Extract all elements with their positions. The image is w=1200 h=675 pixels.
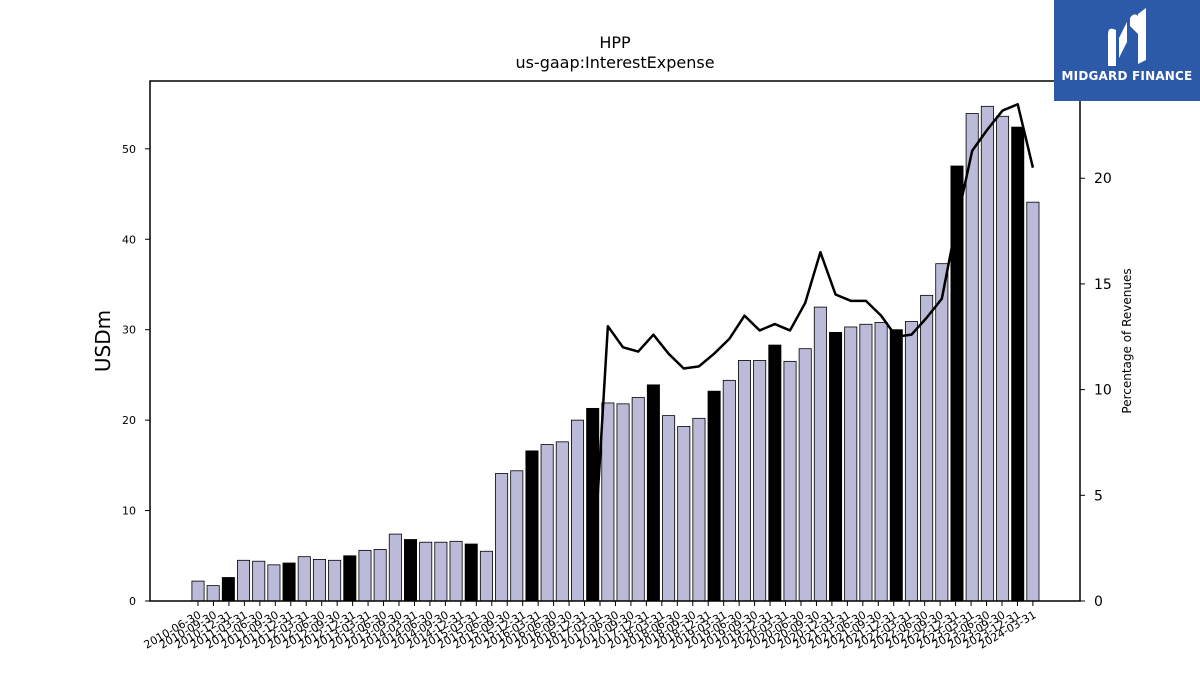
y2-tick-label: 15: [1094, 277, 1112, 293]
y2-axis-label: Percentage of Revenues: [1120, 268, 1134, 413]
ratio-line-series: [591, 103, 1035, 580]
bar: [980, 105, 994, 602]
bar: [798, 348, 812, 602]
y-tick-label: 50: [122, 143, 136, 156]
y-tick-label: 0: [129, 595, 136, 608]
bar: [282, 562, 296, 602]
y-tick-label: 20: [122, 414, 136, 427]
bar: [479, 550, 493, 602]
bar: [191, 580, 205, 602]
y2-tick-label: 5: [1094, 488, 1103, 504]
bar: [540, 444, 554, 602]
y-tick-label: 40: [122, 233, 136, 246]
brand-logo: MIDGARD FINANCE: [1054, 0, 1200, 101]
bar: [935, 263, 949, 602]
bar: [753, 360, 767, 602]
bar: [950, 165, 964, 602]
y2-tick-label: 20: [1094, 171, 1112, 187]
bar: [813, 306, 827, 602]
y2-tick-label: 10: [1094, 383, 1112, 399]
bar: [1011, 126, 1025, 602]
bar: [510, 470, 524, 602]
y2-axis: 0 5 10 15 20: [1080, 171, 1112, 610]
bar: [221, 577, 235, 602]
y-axis: 0 10 20 30 40 50: [122, 143, 150, 608]
bar: [388, 533, 402, 602]
bar: [737, 360, 751, 602]
bar: [495, 473, 509, 602]
bar: [677, 426, 691, 602]
chart-title: HPP: [599, 33, 631, 52]
bar: [920, 294, 934, 602]
bar: [859, 323, 873, 602]
bar: [616, 403, 630, 602]
chart-subtitle: us-gaap:InterestExpense: [515, 53, 714, 72]
bar: [449, 540, 463, 602]
ratio-line: [591, 103, 1035, 580]
bar: [829, 332, 843, 602]
bar: [525, 450, 539, 602]
y-axis-label: USDm: [91, 310, 115, 372]
bar: [404, 539, 418, 602]
bar: [555, 441, 569, 602]
bar: [631, 397, 645, 602]
bar: [996, 115, 1010, 602]
bar: [206, 585, 220, 602]
bar: [874, 322, 888, 602]
bar: [965, 113, 979, 602]
bar: [267, 564, 281, 602]
bar: [722, 379, 736, 602]
bar: [343, 555, 357, 602]
bar: [692, 417, 706, 602]
bar: [768, 344, 782, 602]
bar: [662, 415, 676, 602]
x-axis: 2010-06-302010-09-302010-12-312011-03-31…: [142, 601, 1038, 652]
bar-series: [191, 105, 1040, 602]
bar: [844, 326, 858, 602]
bar: [601, 402, 615, 602]
bar: [904, 321, 918, 602]
bar: [646, 384, 660, 602]
y2-tick-label: 0: [1094, 594, 1103, 610]
bar: [889, 329, 903, 602]
bar: [1026, 201, 1040, 602]
bar: [783, 360, 797, 602]
y-tick-label: 10: [122, 505, 136, 518]
brand-name: MIDGARD FINANCE: [1061, 69, 1193, 83]
bar: [297, 556, 311, 602]
midgard-logo-icon: [1108, 8, 1146, 66]
bar: [464, 543, 478, 602]
bar: [312, 559, 326, 602]
bar: [571, 419, 585, 602]
bar: [237, 559, 251, 602]
bar: [358, 549, 372, 602]
bar: [707, 390, 721, 602]
bar: [328, 559, 342, 602]
bar: [373, 549, 387, 602]
bar: [419, 541, 433, 602]
bar: [252, 560, 266, 602]
bar: [434, 541, 448, 602]
y-tick-label: 30: [122, 324, 136, 337]
